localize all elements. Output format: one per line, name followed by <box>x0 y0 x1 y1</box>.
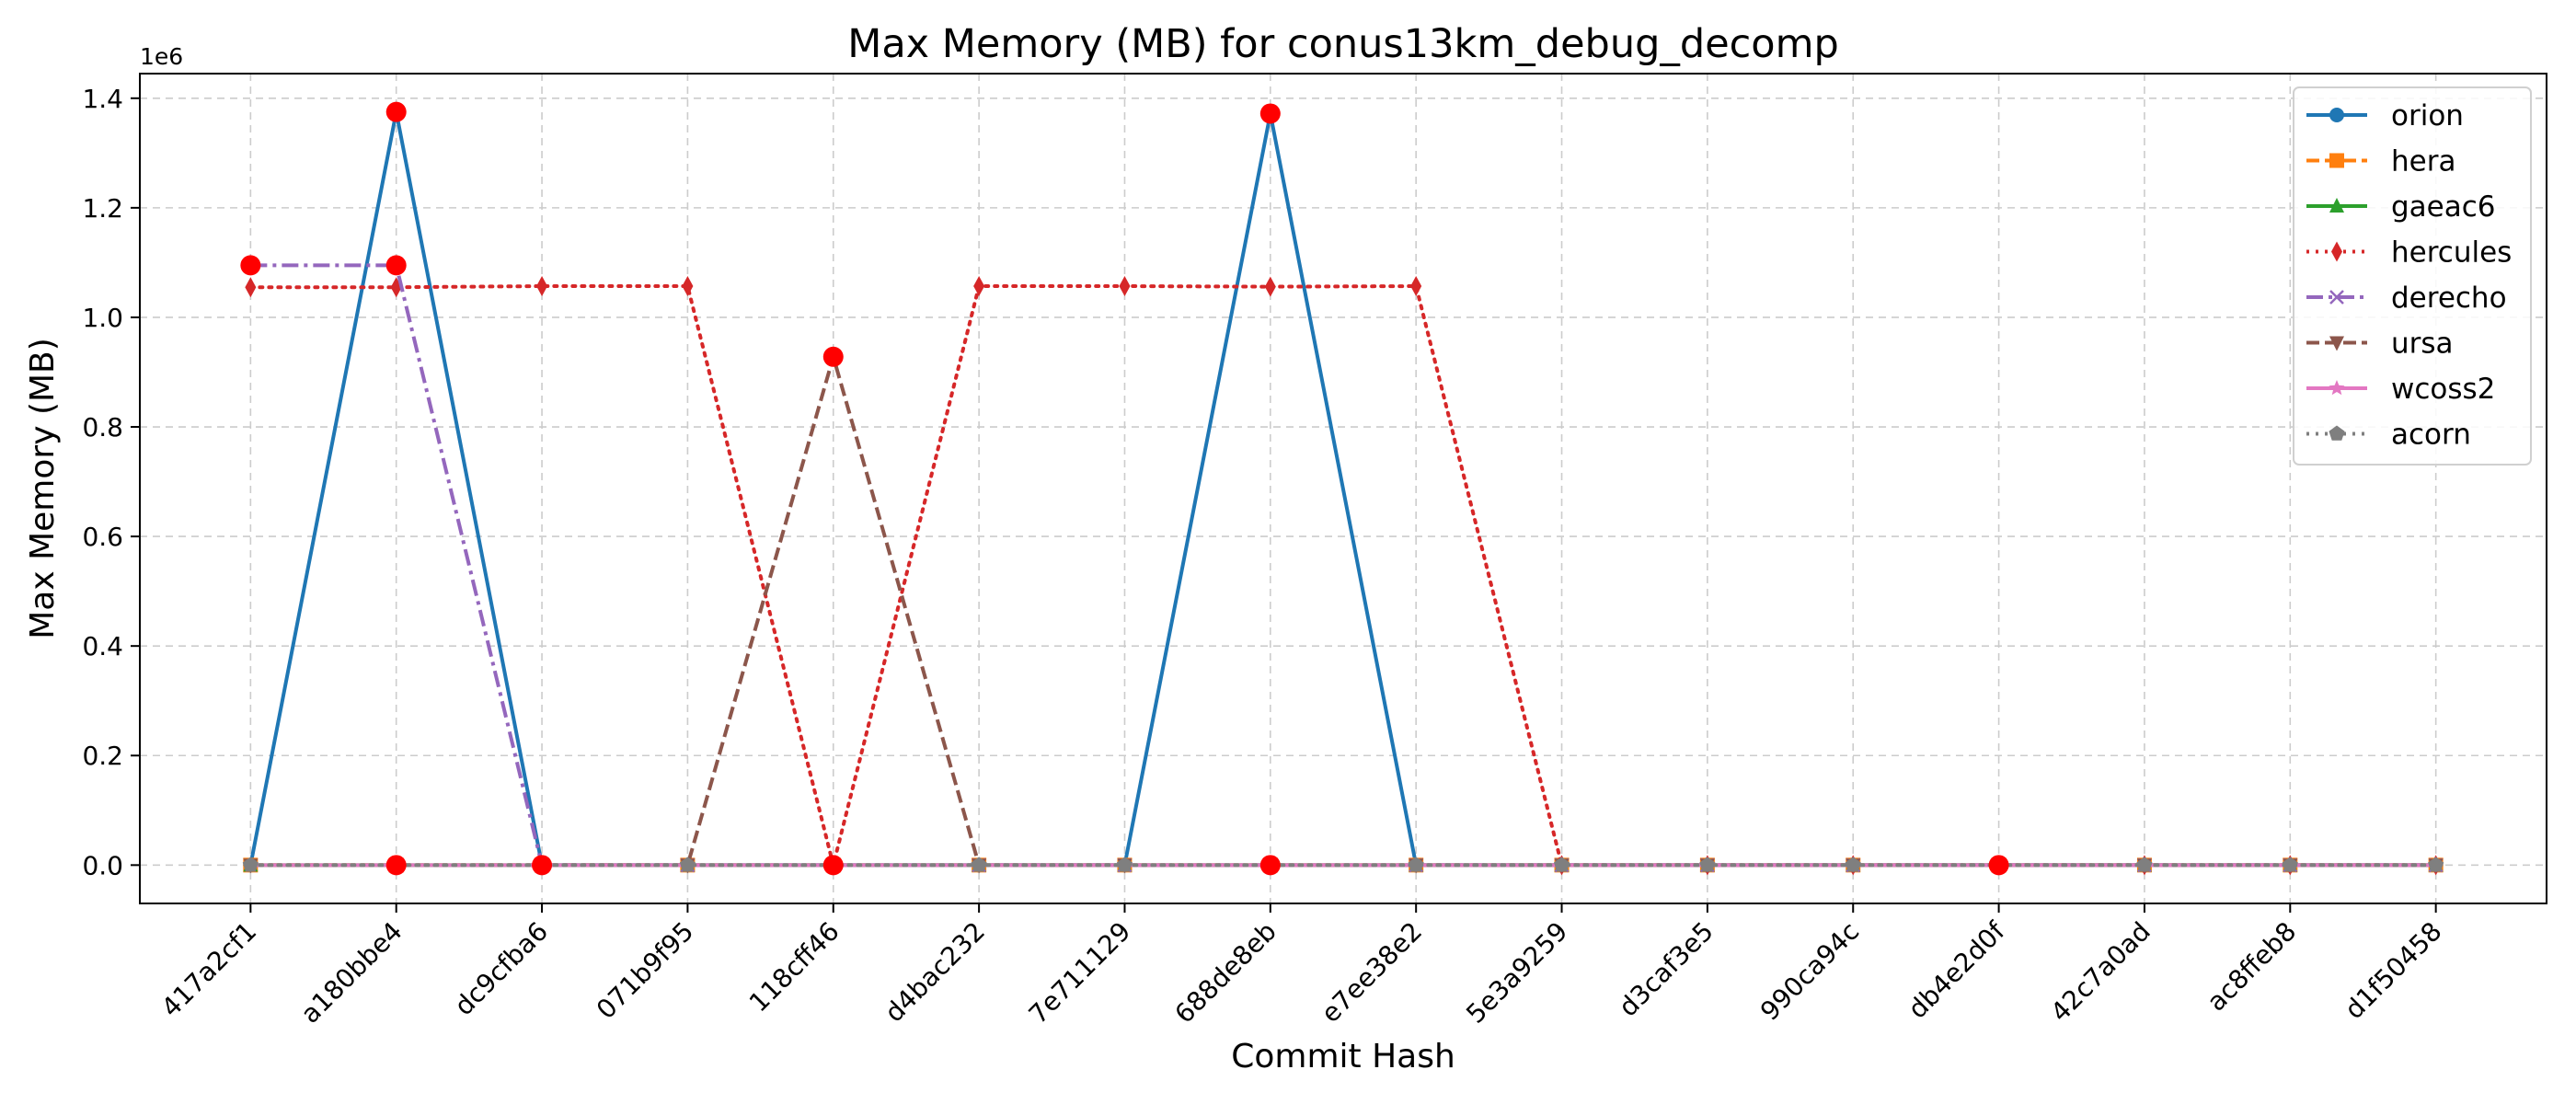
data-point-acorn <box>679 857 696 872</box>
data-point-acorn <box>1408 857 1424 872</box>
data-point-hercules <box>245 277 257 298</box>
legend-marker-acorn <box>2329 425 2345 441</box>
legend-label-ursa: ursa <box>2391 328 2454 361</box>
data-point-acorn <box>1553 857 1570 872</box>
legend-entry-hercules: hercules <box>2306 236 2512 270</box>
legend-box <box>2293 86 2532 466</box>
y-tick-label: 0.8 <box>82 412 123 443</box>
data-point-acorn <box>1116 857 1133 872</box>
legend-label-wcoss2: wcoss2 <box>2391 373 2495 406</box>
data-point-acorn <box>1845 857 1861 872</box>
y-tick-label: 0.6 <box>82 522 123 552</box>
legend-entry-acorn: acorn <box>2306 419 2471 452</box>
legend-label-hera: hera <box>2391 145 2455 178</box>
legend-label-orion: orion <box>2391 99 2464 132</box>
data-point-acorn <box>242 857 259 872</box>
highlight-point <box>385 101 407 122</box>
legend-entry-wcoss2: wcoss2 <box>2306 373 2495 406</box>
highlight-point <box>1988 855 2009 876</box>
highlight-point <box>385 255 407 276</box>
legend-label-hercules: hercules <box>2391 236 2512 270</box>
highlight-point <box>240 255 261 276</box>
y-tick-label: 0.2 <box>82 741 123 771</box>
legend-label-acorn: acorn <box>2391 419 2471 452</box>
y-axis-title: Max Memory (MB) <box>24 338 62 639</box>
x-axis-title: Commit Hash <box>1231 1038 1455 1075</box>
legend-marker-hera <box>2329 153 2344 168</box>
legend-entry-ursa: ursa <box>2306 328 2454 361</box>
legend-label-gaeac6: gaeac6 <box>2391 190 2496 224</box>
legend-marker-derecho <box>2329 290 2344 305</box>
legend-marker-hercules <box>2331 241 2342 262</box>
plot-area-frame <box>139 73 2547 904</box>
data-point-hercules <box>1264 276 1276 297</box>
data-point-hercules <box>1119 276 1131 297</box>
legend-marker-orion <box>2329 108 2344 122</box>
legend-entry-gaeac6: gaeac6 <box>2306 190 2496 224</box>
data-point-acorn <box>1699 857 1716 872</box>
legend-entry-hera: hera <box>2306 145 2455 178</box>
legend-entry-orion: orion <box>2306 99 2464 132</box>
grid-lines <box>140 74 2547 903</box>
data-point-hercules <box>682 276 694 297</box>
data-point-acorn <box>2282 857 2298 872</box>
legend-marker-ursa <box>2329 336 2344 351</box>
highlight-point <box>822 346 844 367</box>
data-point-hercules <box>1410 276 1422 297</box>
legend-marker-wcoss2 <box>2329 380 2345 396</box>
legend-entry-derecho: derecho <box>2306 282 2507 315</box>
data-point-hercules <box>973 276 985 297</box>
y-tick-label: 1.4 <box>82 84 123 114</box>
data-point-hercules <box>536 276 548 297</box>
highlight-point <box>822 855 844 876</box>
legend: orion hera gaeac6 hercules derecho ursa wcoss2… <box>2293 86 2532 466</box>
y-axis-offset-label: 1e6 <box>140 43 183 70</box>
y-tick-label: 1.2 <box>82 193 123 224</box>
data-point-acorn <box>2428 857 2444 872</box>
y-tick-label: 0.4 <box>82 631 123 661</box>
legend-label-derecho: derecho <box>2391 282 2507 315</box>
highlight-point <box>1259 855 1281 876</box>
data-point-acorn <box>2136 857 2153 872</box>
highlight-points <box>240 101 2009 876</box>
y-tick-label: 1.0 <box>82 303 123 333</box>
chart-title: Max Memory (MB) for conus13km_debug_deco… <box>847 21 1839 67</box>
data-point-acorn <box>971 857 987 872</box>
legend-marker-gaeac6 <box>2329 198 2344 213</box>
highlight-point <box>385 855 407 876</box>
highlight-point <box>1259 103 1281 124</box>
highlight-point <box>532 855 553 876</box>
y-tick-label: 0.0 <box>82 850 123 880</box>
